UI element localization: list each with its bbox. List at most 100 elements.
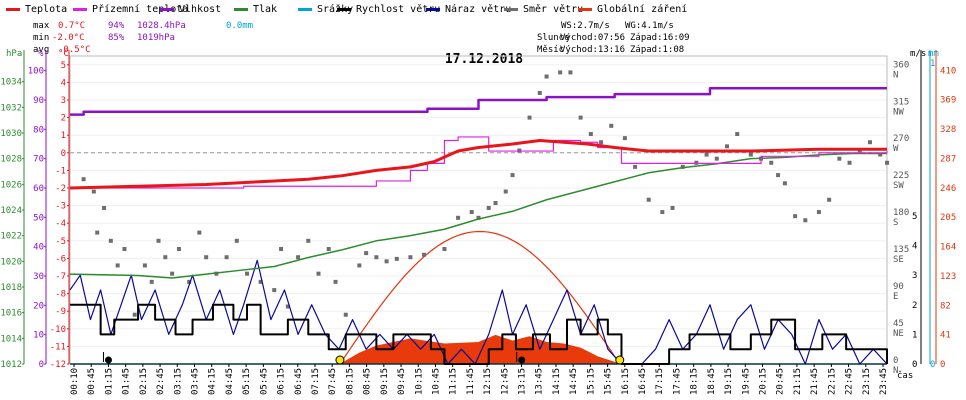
x-tick-label: 12:15 <box>483 368 493 395</box>
wind-direction-point <box>847 160 852 165</box>
celsius-tick-label: -7 <box>55 272 66 282</box>
direction-tick-name: SE <box>893 255 904 265</box>
celsius-tick-label: -4 <box>55 219 66 229</box>
direction-tick-name: W <box>893 144 899 154</box>
wind-direction-point <box>122 247 127 252</box>
wind-direction-point <box>646 197 651 202</box>
x-tick-label: 05:15 <box>242 368 252 395</box>
wind-direction-point <box>748 152 753 157</box>
wind-direction-point <box>827 197 832 202</box>
wind-direction-point <box>163 255 168 260</box>
x-tick-label: 04:45 <box>225 368 235 395</box>
wind-direction-point <box>326 247 331 252</box>
hPa-tick-label: 1012 <box>0 360 22 370</box>
x-tick-label: 09:45 <box>397 368 407 395</box>
celsius-tick-label: -6 <box>55 254 66 264</box>
wind-direction-point <box>660 210 665 215</box>
x-axis-label: čas <box>897 370 913 381</box>
wm2-tick-label: 82 <box>940 301 951 311</box>
temperature-line <box>69 138 887 190</box>
ms-tick-label: 5 <box>912 212 917 222</box>
wind-direction-point <box>537 90 542 95</box>
wind-direction-point <box>422 252 427 257</box>
direction-tick-value: 225 <box>893 171 909 181</box>
humidity-line <box>70 87 887 116</box>
hPa-tick-label: 1032 <box>0 103 22 113</box>
x-tick-label: 17:15 <box>655 368 665 395</box>
astro-panel: WS:2.7m/s WG:4.1m/s Slunce Východ:07:56 … <box>537 21 690 55</box>
wind-direction-point <box>503 189 508 194</box>
wind-direction-point <box>782 181 787 186</box>
wind-direction-point <box>878 152 883 157</box>
celsius-tick-label: 0 <box>61 149 66 159</box>
wm2-tick-label: 0 <box>940 360 945 370</box>
x-tick-label: 01:15 <box>104 368 114 395</box>
legend-label: Srážky <box>317 3 353 15</box>
wm2-tick-label: 287 <box>940 154 956 164</box>
wind-gust-line <box>69 259 888 365</box>
wind-direction-point <box>776 173 781 178</box>
wind-direction-point <box>245 271 250 276</box>
stat-max-pressure: 1028.4hPa <box>137 21 186 31</box>
percent-tick-label: 10 <box>33 331 44 341</box>
x-tick-label: 21:15 <box>793 368 803 395</box>
direction-tick-name: E <box>893 292 898 302</box>
left-axes: hPa1012101410161018102010221024102610281… <box>0 49 70 370</box>
x-tick-label: 06:45 <box>294 368 304 395</box>
celsius-tick-label: -11 <box>50 342 66 352</box>
direction-tick-value: 270 <box>893 134 909 144</box>
legend-swatch <box>160 8 174 11</box>
celsius-tick-label: 3 <box>61 96 66 106</box>
hPa-tick-label: 1014 <box>0 334 22 344</box>
wind-direction-point <box>599 140 604 145</box>
percent-tick-label: 40 <box>33 243 44 253</box>
celsius-tick-label: 4 <box>61 78 66 88</box>
hPa-tick-label: 1030 <box>0 129 22 139</box>
wind-direction-point <box>170 271 175 276</box>
direction-tick-name: NE <box>893 329 904 339</box>
wind-direction-point <box>568 70 573 75</box>
celsius-tick-label: 1 <box>61 131 66 141</box>
sunset-time: Západ:16:09 <box>630 33 690 43</box>
ms-tick-label: 1 <box>912 330 917 340</box>
wind-direction-point <box>735 132 740 137</box>
wind-direction-point <box>95 230 100 235</box>
moon-event-marker <box>518 356 526 364</box>
wind-direction-point <box>469 210 474 215</box>
wind-direction-point <box>258 279 263 284</box>
wind-direction-point <box>91 189 96 194</box>
hPa-tick-label: 1016 <box>0 309 22 319</box>
sun-label: Slunce <box>537 33 570 43</box>
x-tick-label: 18:45 <box>707 368 717 395</box>
celsius-tick-label: -8 <box>55 290 66 300</box>
ms-tick-label: 3 <box>912 271 917 281</box>
x-tick-label: 11:45 <box>466 368 476 395</box>
percent-tick-label: 30 <box>33 272 44 282</box>
wind-direction-point <box>476 215 481 220</box>
x-tick-label: 14:15 <box>552 368 562 395</box>
wind-direction-point <box>394 256 399 261</box>
direction-tick-value: 360 <box>893 60 909 70</box>
celsius-tick-label: 2 <box>61 114 66 124</box>
wind-direction-point <box>885 160 889 165</box>
mm-axis-label: mm <box>928 49 939 59</box>
wm2-tick-label: 41 <box>940 331 951 341</box>
moonrise-time: Východ:13:16 <box>560 45 625 55</box>
stat-min-label: min <box>33 33 49 43</box>
direction-tick-name: N <box>893 70 898 80</box>
x-tick-label: 00:10 <box>70 368 80 395</box>
legend-swatch <box>426 8 440 11</box>
stat-max-temp: 0.7°C <box>58 21 85 31</box>
wind-direction-point <box>769 160 774 165</box>
wind-direction-point <box>306 238 311 243</box>
wind-direction-point <box>725 144 730 149</box>
x-tick-label: 19:45 <box>741 368 751 395</box>
x-tick-label: 04:15 <box>208 368 218 395</box>
percent-tick-label: 80 <box>33 125 44 135</box>
percent-tick-label: 20 <box>33 301 44 311</box>
x-tick-label: 09:15 <box>380 368 390 395</box>
wind-direction-point <box>115 263 120 268</box>
wind-direction-point <box>633 164 638 169</box>
legend-swatch <box>504 8 518 11</box>
x-tick-label: 15:15 <box>586 368 596 395</box>
